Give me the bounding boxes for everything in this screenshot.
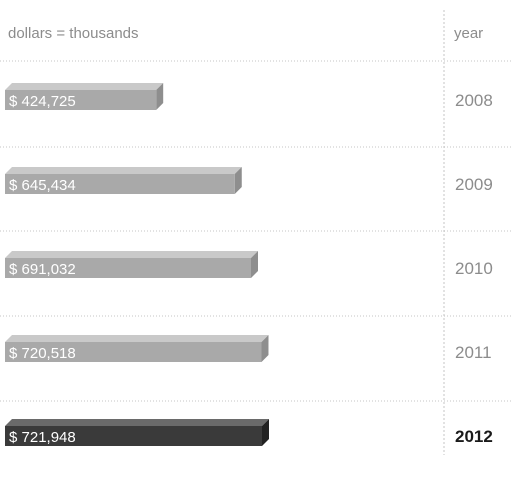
year-label: 2008 bbox=[455, 91, 493, 110]
bar-side-face bbox=[250, 251, 258, 278]
bar-front-face bbox=[5, 342, 262, 362]
bar-side-face bbox=[234, 167, 242, 194]
bar-side-face bbox=[156, 83, 164, 110]
year-label: 2011 bbox=[455, 343, 492, 362]
bar-2009: $ 645,434 2009 bbox=[5, 167, 493, 194]
bar-front-face bbox=[5, 426, 262, 446]
bar-value-label: $ 645,434 bbox=[9, 177, 76, 194]
bar-value-label: $ 691,032 bbox=[9, 261, 76, 278]
chart-gridlines bbox=[0, 10, 513, 455]
bar-top-face bbox=[5, 167, 242, 174]
bar-front-face bbox=[5, 90, 157, 110]
year-label: 2010 bbox=[455, 259, 493, 278]
year-label: 2009 bbox=[455, 175, 493, 194]
unit-note: dollars = thousands bbox=[8, 25, 139, 42]
bar-side-face bbox=[262, 419, 269, 446]
bar-series: $ 424,725 2008$ 645,434 2009$ 691,032 2010$… bbox=[5, 83, 493, 446]
year-column-header: year bbox=[454, 25, 483, 42]
bar-2008: $ 424,725 2008 bbox=[5, 83, 493, 110]
year-label: 2012 bbox=[455, 427, 493, 446]
bar-top-face bbox=[5, 251, 258, 258]
bar-value-label: $ 721,948 bbox=[9, 429, 76, 446]
bar-top-face bbox=[5, 335, 269, 342]
bar-front-face bbox=[5, 258, 251, 278]
bar-top-face bbox=[5, 419, 269, 426]
bar-2012: $ 721,948 2012 bbox=[5, 419, 493, 446]
bar-side-face bbox=[261, 335, 269, 362]
bar-value-label: $ 424,725 bbox=[9, 93, 76, 110]
bar-2010: $ 691,032 2010 bbox=[5, 251, 493, 278]
bar-top-face bbox=[5, 83, 164, 90]
bar-front-face bbox=[5, 174, 235, 194]
bar-value-label: $ 720,518 bbox=[9, 345, 76, 362]
bar-2011: $ 720,518 2011 bbox=[5, 335, 492, 362]
